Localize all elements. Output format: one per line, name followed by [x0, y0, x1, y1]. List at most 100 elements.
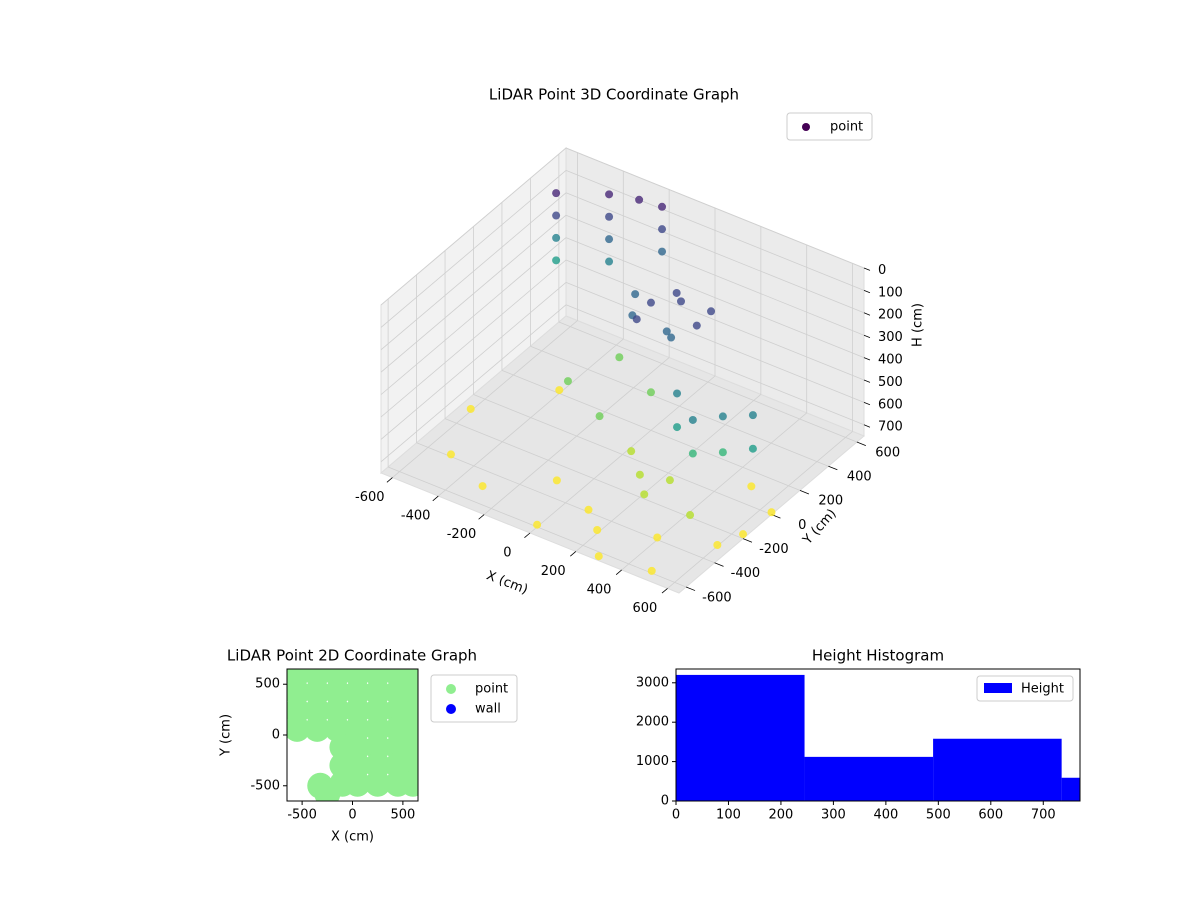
x-tick-label: 400	[873, 808, 898, 823]
point	[640, 490, 649, 499]
x-tick-label: 500	[926, 808, 951, 823]
point	[593, 525, 602, 534]
x-tick-label: 500	[390, 808, 415, 823]
z-tick-label: 600	[878, 397, 903, 412]
legend-marker	[446, 704, 456, 714]
point	[304, 697, 331, 724]
x-tick-label: -400	[401, 509, 431, 524]
grid-line	[565, 304, 865, 426]
point	[344, 697, 371, 724]
point	[662, 327, 671, 336]
x-tick	[478, 514, 485, 520]
x-tick-label: -200	[447, 527, 477, 542]
point	[324, 679, 351, 706]
point	[446, 450, 455, 459]
grid-line	[565, 259, 865, 381]
y-tick	[714, 562, 724, 567]
point	[552, 476, 561, 485]
x-tick-label: 700	[1031, 808, 1056, 823]
y-tick-label: 0	[661, 794, 669, 809]
bar	[933, 738, 1062, 801]
bar	[804, 756, 934, 801]
point	[646, 388, 655, 397]
point	[718, 412, 727, 421]
chart-title: Height Histogram	[812, 647, 944, 665]
point	[364, 734, 391, 761]
bar	[676, 674, 805, 801]
z-tick	[863, 312, 871, 316]
y-tick-label: -600	[702, 590, 732, 605]
point	[605, 212, 614, 221]
grid-line	[565, 214, 865, 336]
y-tick-label: 600	[875, 445, 900, 460]
x-tick-label: 200	[769, 808, 794, 823]
bar	[1061, 777, 1080, 801]
z-tick	[863, 267, 871, 271]
point	[555, 386, 564, 395]
z-tick	[863, 402, 871, 406]
point	[631, 290, 640, 299]
point	[667, 333, 676, 342]
point	[646, 298, 655, 307]
legend-label: wall	[475, 702, 501, 717]
x-tick-label: 600	[632, 601, 657, 616]
point	[344, 715, 371, 742]
x-tick-label: -500	[287, 808, 317, 823]
legend-box	[786, 112, 873, 141]
point	[767, 508, 776, 517]
points	[287, 669, 418, 801]
z-tick	[863, 379, 871, 383]
y-tick	[742, 538, 753, 543]
point	[364, 770, 391, 797]
point	[653, 533, 662, 542]
x-tick	[524, 532, 531, 539]
z-tick-label: 0	[878, 263, 886, 278]
legend-label: Height	[1021, 682, 1064, 697]
z-tick-label: 700	[878, 420, 903, 435]
legend-label: point	[830, 120, 863, 135]
grid-line	[565, 170, 865, 291]
grid-line	[565, 147, 865, 269]
grid-line	[416, 442, 715, 564]
point	[615, 353, 624, 362]
x-axis-label: X (cm)	[331, 830, 374, 845]
point	[344, 770, 371, 797]
x-tick	[615, 569, 622, 575]
point	[605, 257, 614, 266]
grid-line	[380, 192, 567, 351]
y-tick	[828, 465, 838, 471]
x-tick-label: -600	[355, 490, 385, 505]
z-tick	[863, 357, 871, 361]
y-tick	[685, 586, 696, 591]
point	[605, 190, 614, 199]
chart-title: LiDAR Point 3D Coordinate Graph	[489, 86, 739, 104]
point	[688, 415, 697, 424]
x-tick-label: 600	[978, 808, 1003, 823]
grid-line	[380, 214, 567, 373]
point	[552, 189, 561, 198]
point	[344, 679, 371, 706]
grid-line	[380, 304, 567, 463]
legend-marker	[802, 123, 810, 131]
point	[718, 448, 727, 457]
chart-title: LiDAR Point 2D Coordinate Graph	[227, 647, 477, 665]
y-tick-label: 200	[818, 494, 843, 509]
y-tick-label: -400	[731, 566, 761, 581]
y-tick-label: -200	[759, 542, 789, 557]
y-tick-label: 400	[847, 469, 872, 484]
point	[739, 530, 748, 539]
grid-line	[565, 237, 865, 358]
grid-line	[444, 418, 744, 540]
point	[658, 247, 667, 256]
point	[677, 297, 685, 306]
point	[584, 505, 593, 514]
point	[688, 449, 697, 458]
point	[594, 552, 603, 561]
point	[635, 470, 644, 479]
axes-2d: -500 0 500 -500 0 500 X (cm) Y (cm) LiDAR Point …	[219, 647, 518, 845]
x-tick-label: 100	[716, 808, 741, 823]
z-tick	[863, 334, 871, 338]
z-tick-label: 200	[878, 308, 903, 323]
point	[748, 411, 757, 420]
